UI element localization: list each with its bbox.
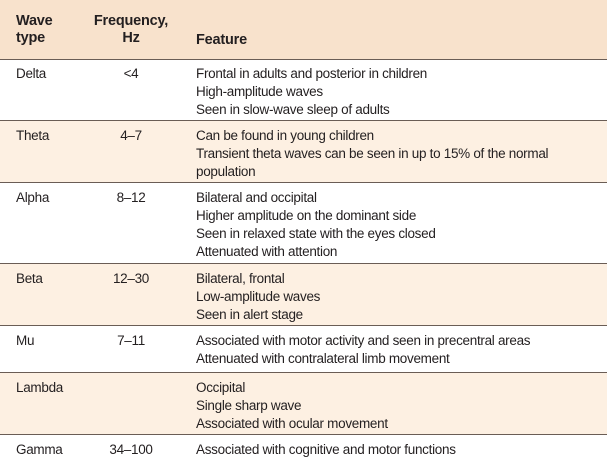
feature-line: Can be found in young children: [196, 128, 374, 143]
frequency-cell: 34–100: [109, 442, 153, 457]
header-frequency-line1: Frequency,: [93, 13, 169, 29]
feature-line: Associated with ocular movement: [196, 416, 388, 431]
feature-line: Low-amplitude waves: [196, 289, 321, 304]
header-frequency-line2: Hz: [122, 30, 140, 46]
feature-cell: Associated with cognitive and motor func…: [196, 441, 596, 459]
wave-type-cell: Mu: [16, 333, 35, 348]
feature-line: High-amplitude waves: [196, 84, 323, 99]
table-row: Mu 7–11 Associated with motor activity a…: [0, 326, 607, 373]
feature-line: Single sharp wave: [196, 398, 302, 413]
wave-type-cell: Delta: [16, 66, 47, 81]
feature-line: Seen in slow-wave sleep of adults: [196, 102, 390, 117]
frequency-cell: 12–30: [112, 271, 150, 286]
header-wave-line2: type: [16, 30, 46, 46]
feature-line: population: [196, 164, 256, 179]
feature-line: Occipital: [196, 380, 246, 395]
frequency-cell: 7–11: [117, 333, 145, 348]
feature-line: Bilateral, frontal: [196, 271, 285, 286]
feature-cell: Associated with motor activity and seen …: [196, 332, 596, 368]
feature-cell: Frontal in adults and posterior in child…: [196, 65, 596, 119]
header-feature: Feature: [196, 32, 247, 48]
feature-cell: Bilateral and occipital Higher amplitude…: [196, 189, 596, 261]
table-row: Gamma 34–100 Associated with cognitive a…: [0, 435, 607, 465]
feature-line: Associated with motor activity and seen …: [196, 333, 531, 348]
wave-type-cell: Theta: [16, 128, 50, 143]
wave-type-cell: Gamma: [16, 442, 63, 457]
feature-line: Associated with cognitive and motor func…: [196, 442, 456, 457]
header-wave-line1: Wave: [16, 13, 53, 29]
table-row: Lambda Occipital Single sharp wave Assoc…: [0, 373, 607, 435]
wave-type-cell: Lambda: [16, 380, 63, 395]
feature-line: Transient theta waves can be seen in up …: [196, 146, 549, 161]
feature-line: Attenuated with contralateral limb movem…: [196, 351, 450, 366]
table-row: Alpha 8–12 Bilateral and occipital Highe…: [0, 183, 607, 264]
feature-line: Higher amplitude on the dominant side: [196, 208, 417, 223]
table-row: Theta 4–7 Can be found in young children…: [0, 121, 607, 183]
frequency-cell: 4–7: [120, 128, 142, 143]
feature-cell: Bilateral, frontal Low-amplitude waves S…: [196, 270, 596, 324]
feature-line: Seen in relaxed state with the eyes clos…: [196, 226, 436, 241]
wave-type-cell: Beta: [16, 271, 43, 286]
feature-line: Bilateral and occipital: [196, 190, 317, 205]
table-row: Beta 12–30 Bilateral, frontal Low-amplit…: [0, 264, 607, 326]
wave-type-cell: Alpha: [16, 190, 50, 205]
feature-line: Seen in alert stage: [196, 307, 303, 322]
feature-line: Attenuated with attention: [196, 244, 338, 259]
header-wave-type: Wave type: [16, 13, 53, 47]
table-header: Wave type Frequency, Hz Feature: [0, 0, 607, 60]
feature-line: Frontal in adults and posterior in child…: [196, 66, 427, 81]
frequency-cell: <4: [123, 66, 139, 81]
feature-cell: Occipital Single sharp wave Associated w…: [196, 379, 596, 433]
feature-cell: Can be found in young children Transient…: [196, 127, 596, 181]
table-row: Delta <4 Frontal in adults and posterior…: [0, 59, 607, 121]
header-frequency: Frequency, Hz: [88, 13, 174, 47]
frequency-cell: 8–12: [116, 190, 146, 205]
